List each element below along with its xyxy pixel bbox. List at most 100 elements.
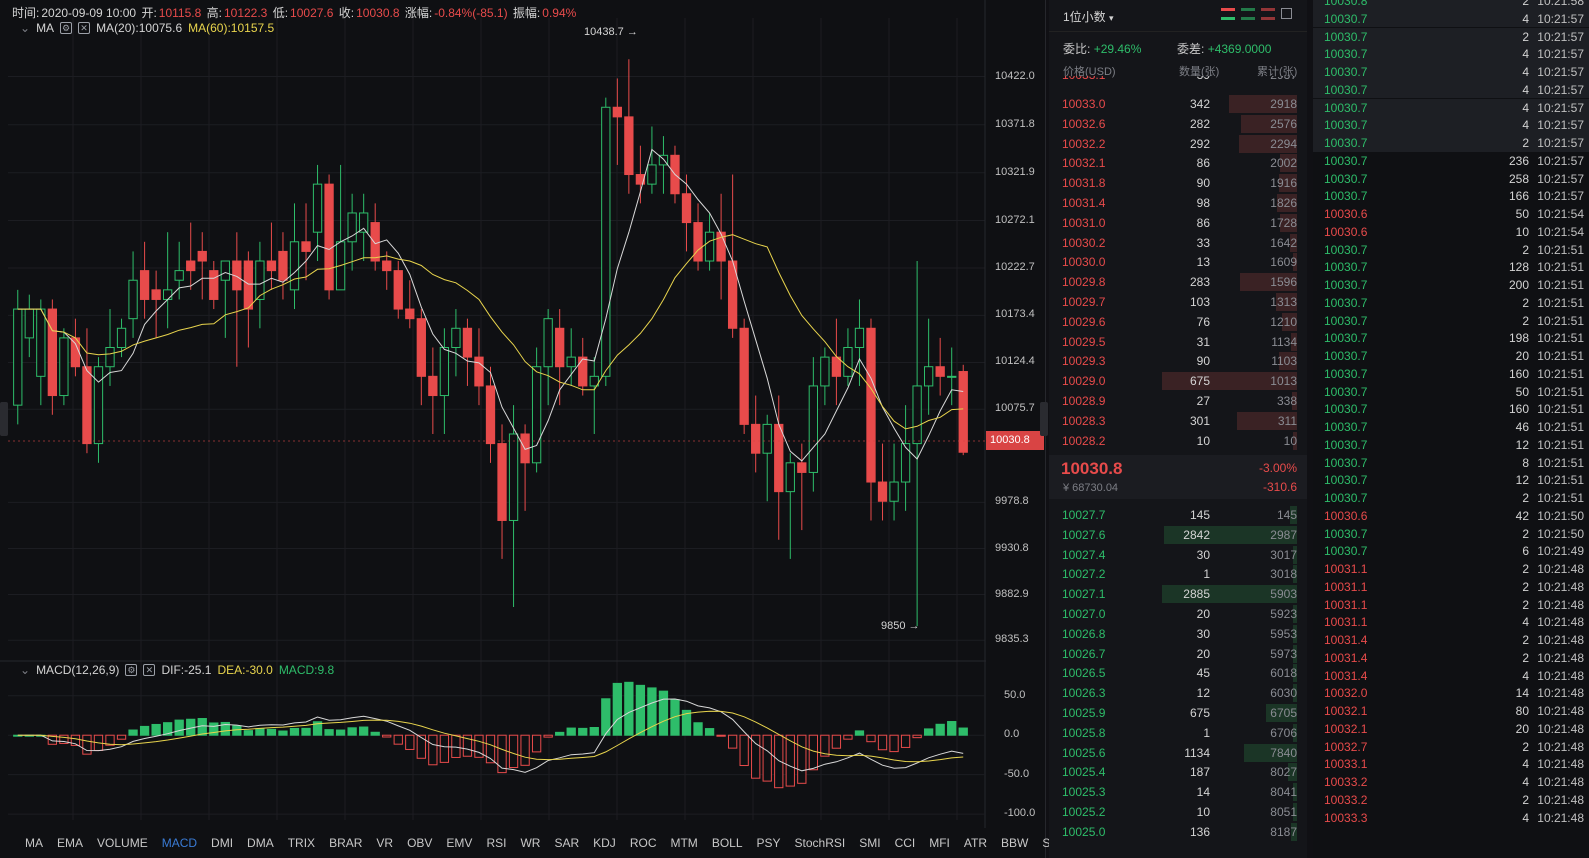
candle-body <box>324 183 334 291</box>
dropdown-caret-icon: ▾ <box>1109 13 1114 23</box>
indicator-tab-rsi[interactable]: RSI <box>486 836 507 850</box>
bid-row[interactable]: 10026.7 20 5973 <box>1049 644 1307 664</box>
indicator-tab-emv[interactable]: EMV <box>446 836 473 850</box>
bid-row[interactable]: 10026.5 45 6018 <box>1049 663 1307 683</box>
ask-row[interactable]: 10031.0 86 1728 <box>1049 213 1307 233</box>
trade-qty: 200 <box>1508 278 1529 292</box>
bid-row[interactable]: 10027.4 30 3017 <box>1049 545 1307 565</box>
depth-bar <box>1162 372 1297 391</box>
close-icon[interactable]: ✕ <box>78 22 91 34</box>
ask-row[interactable]: 10032.1 86 2002 <box>1049 153 1307 173</box>
macd-histogram-bar <box>393 734 403 745</box>
close-value: 10030.8 <box>356 6 400 20</box>
ask-qty: 27 <box>1196 394 1210 408</box>
indicator-tab-ma[interactable]: MA <box>25 836 43 850</box>
ask-row[interactable]: 10031.8 90 1916 <box>1049 173 1307 193</box>
ask-row-partial[interactable]: 10033.1 39 2937 <box>1049 76 1307 86</box>
bid-row[interactable]: 10027.0 20 5923 <box>1049 604 1307 624</box>
indicator-tab-psy[interactable]: PSY <box>756 836 781 850</box>
candle-body <box>900 443 911 483</box>
left-collapse-handle[interactable] <box>0 402 8 436</box>
indicator-tab-vr[interactable]: VR <box>376 836 394 850</box>
ask-row[interactable]: 10029.5 31 1134 <box>1049 332 1307 352</box>
indicator-tab-atr[interactable]: ATR <box>963 836 988 850</box>
bid-row[interactable]: 10025.0 136 8187 <box>1049 822 1307 842</box>
bid-row[interactable]: 10025.3 14 8041 <box>1049 782 1307 802</box>
indicator-tab-bbw[interactable]: BBW <box>1001 836 1029 850</box>
indicator-tab-macd[interactable]: MACD <box>161 836 198 850</box>
indicator-tab-mfi[interactable]: MFI <box>929 836 950 850</box>
candle-body <box>163 289 173 300</box>
indicator-tab-kdj[interactable]: KDJ <box>593 836 616 850</box>
kline-chart-panel[interactable]: 时间: 2020-09-09 10:00 开: 10115.8 高: 10122.3 … <box>0 0 1114 858</box>
trade-qty: 10 <box>1515 224 1529 239</box>
indicator-tab-dma[interactable]: DMA <box>247 836 274 850</box>
ask-row[interactable]: 10029.7 103 1313 <box>1049 292 1307 312</box>
ask-row[interactable]: 10031.4 98 1826 <box>1049 193 1307 213</box>
close-icon[interactable]: ✕ <box>143 664 156 676</box>
ask-row[interactable]: 10030.2 33 1642 <box>1049 233 1307 253</box>
bid-row[interactable]: 10025.9 675 6705 <box>1049 703 1307 723</box>
depth-bar <box>1279 213 1297 232</box>
bid-cum: 145 <box>1276 508 1297 522</box>
trade-price: 10030.7 <box>1324 491 1368 505</box>
indicator-tab-stochrsi[interactable]: StochRSI <box>794 836 846 850</box>
bid-row[interactable]: 10025.2 10 8051 <box>1049 802 1307 822</box>
candle-body <box>508 433 519 521</box>
ask-row[interactable]: 10030.0 13 1609 <box>1049 252 1307 272</box>
bid-row[interactable]: 10027.2 1 3018 <box>1049 564 1307 584</box>
expand-icon[interactable] <box>1281 8 1292 19</box>
bid-row[interactable]: 10025.4 187 8027 <box>1049 762 1307 782</box>
indicator-tab-roc[interactable]: ROC <box>629 836 657 850</box>
collapse-chevron-icon[interactable]: ⌄ <box>20 21 31 35</box>
bid-row[interactable]: 10025.6 1134 7840 <box>1049 743 1307 763</box>
ask-row[interactable]: 10028.2 10 10 <box>1049 431 1307 451</box>
indicator-tab-trix[interactable]: TRIX <box>287 836 316 850</box>
indicator-tab-sar[interactable]: SAR <box>554 836 580 850</box>
ask-row[interactable]: 10029.6 76 1210 <box>1049 312 1307 332</box>
ask-price: 10030.0 <box>1062 255 1106 270</box>
ask-row[interactable]: 10028.9 27 338 <box>1049 391 1307 411</box>
indicator-tab-dmi[interactable]: DMI <box>211 836 234 850</box>
ask-row[interactable]: 10029.3 90 1103 <box>1049 351 1307 371</box>
bid-row[interactable]: 10026.8 30 5953 <box>1049 624 1307 644</box>
indicator-tab-cci[interactable]: CCI <box>894 836 916 850</box>
ask-row[interactable]: 10029.8 283 1596 <box>1049 272 1307 292</box>
bid-qty: 30 <box>1196 626 1210 641</box>
indicator-tab-boll[interactable]: BOLL <box>711 836 743 850</box>
bid-cum: 6018 <box>1270 666 1297 681</box>
indicator-tab-brar[interactable]: BRAR <box>329 836 363 850</box>
macd-histogram-bar <box>543 734 553 738</box>
macd-histogram-bar <box>785 734 795 787</box>
ask-row[interactable]: 10029.0 675 1013 <box>1049 371 1307 391</box>
ask-row[interactable]: 10028.3 301 311 <box>1049 411 1307 431</box>
kline-chart[interactable] <box>0 0 1046 858</box>
ask-row[interactable]: 10032.6 282 2576 <box>1049 114 1307 134</box>
indicator-tab-obv[interactable]: OBV <box>407 836 433 850</box>
trade-price: 10032.0 <box>1324 686 1368 701</box>
collapse-chevron-icon[interactable]: ⌄ <box>20 663 31 677</box>
settings-gear-icon[interactable]: ⚙ <box>125 664 138 676</box>
bid-row[interactable]: 10026.3 12 6030 <box>1049 683 1307 703</box>
bid-row[interactable]: 10027.7 145 145 <box>1049 505 1307 525</box>
trade-row: 10030.7 2 10:21:51 <box>1313 241 1589 259</box>
indicator-tab-smi[interactable]: SMI <box>859 836 881 850</box>
indicator-tab-wr[interactable]: WR <box>520 836 541 850</box>
candle-body <box>93 366 104 445</box>
asks-view-icon[interactable] <box>1261 8 1275 20</box>
ask-row[interactable]: 10033.0 342 2918 <box>1049 94 1307 114</box>
precision-select[interactable]: 1位小数 ▾ <box>1063 8 1114 25</box>
indicator-tab-volume[interactable]: VOLUME <box>97 836 148 850</box>
bids-view-icon[interactable] <box>1241 8 1255 20</box>
ask-row[interactable]: 10032.2 292 2294 <box>1049 134 1307 154</box>
bid-row[interactable]: 10025.8 1 6706 <box>1049 723 1307 743</box>
settings-gear-icon[interactable]: ⚙ <box>60 22 73 34</box>
indicator-tab-mtm[interactable]: MTM <box>670 836 698 850</box>
bid-row[interactable]: 10027.1 2885 5903 <box>1049 584 1307 604</box>
indicator-tab-ema[interactable]: EMA <box>57 836 84 850</box>
bid-row[interactable]: 10027.6 2842 2987 <box>1049 525 1307 545</box>
both-sides-view-icon[interactable] <box>1221 8 1235 20</box>
trade-row: 10033.2 2 10:21:48 <box>1313 791 1589 809</box>
right-collapse-handle[interactable] <box>1040 402 1048 436</box>
macd-histogram-bar <box>243 730 254 736</box>
